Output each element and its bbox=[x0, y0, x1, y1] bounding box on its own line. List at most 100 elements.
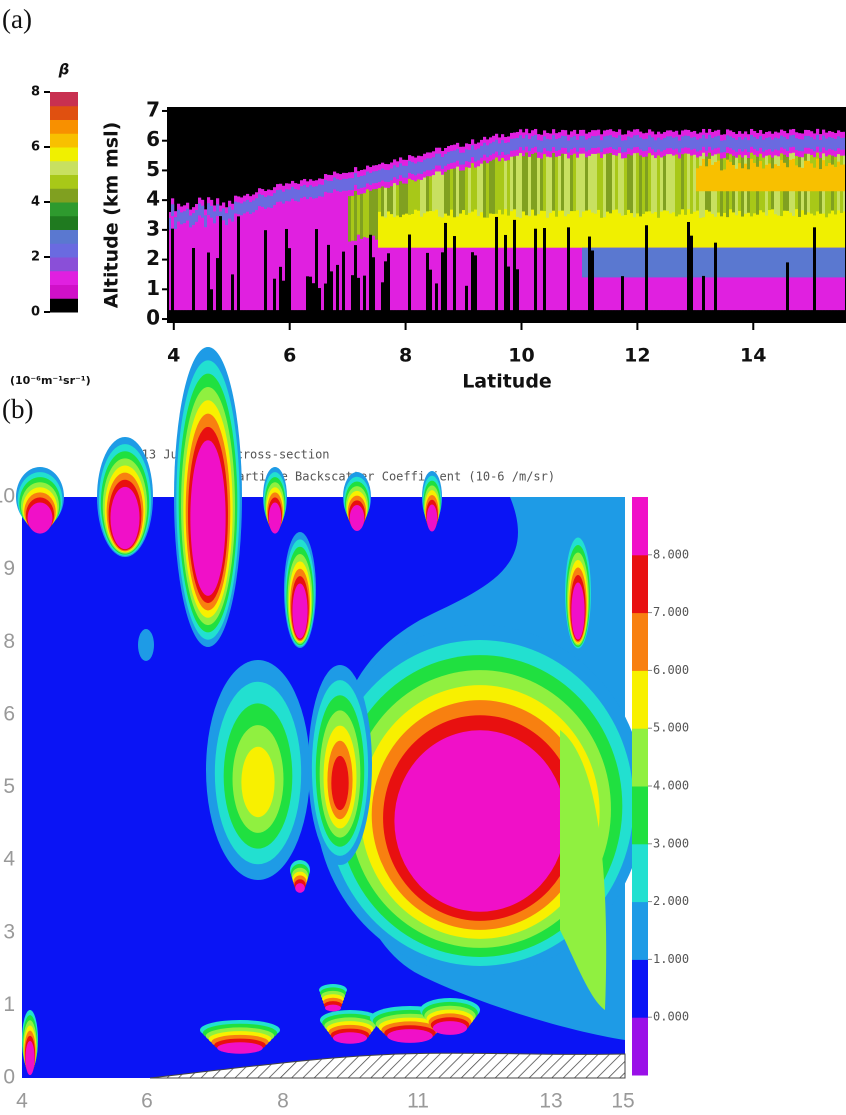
contour-region bbox=[268, 502, 282, 534]
y-tick-label: 5 bbox=[146, 157, 160, 181]
heat-cell bbox=[717, 160, 721, 192]
y-tick-label: 5 bbox=[3, 775, 15, 798]
y-tick-label: 4 bbox=[146, 187, 160, 211]
heat-cell bbox=[444, 153, 448, 166]
heat-cell bbox=[468, 167, 472, 240]
heat-cell bbox=[780, 216, 784, 248]
heat-cell bbox=[219, 216, 223, 314]
heat-cell bbox=[792, 247, 796, 278]
heat-cell bbox=[714, 242, 718, 314]
heat-cell bbox=[285, 228, 289, 314]
heat-cell bbox=[720, 140, 724, 153]
heat-cell bbox=[528, 139, 532, 151]
heat-cell bbox=[702, 158, 706, 192]
heat-cell bbox=[567, 158, 571, 241]
heat-cell bbox=[699, 247, 703, 278]
heat-cell bbox=[681, 209, 685, 248]
heat-cell bbox=[663, 210, 667, 248]
heat-cell bbox=[834, 138, 838, 151]
heat-cell bbox=[789, 212, 793, 248]
heat-cell bbox=[261, 189, 265, 311]
heat-cell bbox=[273, 187, 277, 311]
heat-cell bbox=[804, 160, 808, 192]
heat-cell bbox=[789, 153, 793, 239]
heat-cell bbox=[588, 209, 592, 248]
heat-cell bbox=[714, 216, 718, 248]
heat-cell bbox=[483, 160, 487, 234]
heat-cell bbox=[738, 154, 742, 241]
heat-cell bbox=[462, 210, 466, 248]
heat-cell bbox=[372, 257, 376, 314]
heat-cell bbox=[555, 216, 559, 248]
heat-cell bbox=[792, 152, 796, 240]
contour-region bbox=[349, 505, 365, 531]
heat-cell bbox=[489, 143, 493, 156]
heat-cell bbox=[330, 271, 334, 314]
heat-cell bbox=[393, 217, 397, 248]
heat-cell bbox=[618, 247, 622, 278]
heat-cell bbox=[735, 168, 739, 192]
heat-cell bbox=[342, 172, 346, 311]
heat-cell bbox=[489, 213, 493, 248]
heat-cell bbox=[762, 247, 766, 278]
heat-cell bbox=[354, 173, 358, 185]
heat-cell bbox=[609, 153, 613, 231]
plot-frame bbox=[167, 107, 846, 323]
heat-cell bbox=[246, 193, 250, 311]
heat-cell bbox=[621, 276, 625, 314]
colorbar-tick-label: 2 bbox=[31, 250, 40, 265]
heat-cell bbox=[804, 214, 808, 248]
colorbar-tick-label: 7.000 bbox=[653, 605, 689, 619]
heat-cell bbox=[759, 135, 763, 148]
heat-cell bbox=[240, 203, 244, 216]
heat-cell bbox=[375, 188, 379, 240]
heat-cell bbox=[432, 211, 436, 248]
heat-cell bbox=[534, 228, 538, 314]
heat-cell bbox=[840, 137, 844, 150]
heat-cell bbox=[702, 134, 706, 147]
heat-cell bbox=[237, 216, 241, 314]
heat-cell bbox=[801, 210, 805, 248]
colorbar-swatch bbox=[50, 174, 78, 189]
heat-cell bbox=[174, 211, 178, 311]
x-tick-label: 14 bbox=[740, 345, 766, 367]
heat-cell bbox=[681, 247, 685, 278]
contour-region bbox=[387, 1029, 433, 1043]
heat-cell bbox=[798, 216, 802, 248]
heat-cell bbox=[609, 247, 613, 278]
heat-cell bbox=[750, 158, 754, 192]
heat-cell bbox=[396, 167, 400, 180]
heat-cell bbox=[723, 158, 727, 237]
colorbar-swatch bbox=[50, 215, 78, 230]
heat-cell bbox=[447, 169, 451, 231]
heat-cell bbox=[741, 216, 745, 248]
heat-cell bbox=[717, 135, 721, 148]
heat-cell bbox=[843, 247, 846, 278]
heat-cell bbox=[585, 210, 589, 248]
heat-cell bbox=[270, 196, 274, 208]
heat-cell bbox=[747, 247, 751, 278]
heat-cell bbox=[597, 209, 601, 248]
heat-cell bbox=[765, 215, 769, 248]
heat-cell bbox=[480, 212, 484, 248]
heat-cell bbox=[756, 156, 760, 237]
heat-cell bbox=[612, 210, 616, 248]
heat-cell bbox=[222, 202, 226, 311]
heat-cell bbox=[753, 162, 757, 192]
heat-cell bbox=[318, 178, 322, 311]
heat-cell bbox=[738, 247, 742, 278]
heat-cell bbox=[348, 178, 352, 191]
heat-cell bbox=[423, 213, 427, 248]
heat-cell bbox=[711, 155, 715, 242]
heat-cell bbox=[549, 157, 553, 237]
heat-cell bbox=[648, 135, 652, 148]
heat-cell bbox=[669, 154, 673, 242]
heat-cell bbox=[291, 186, 295, 199]
heat-cell bbox=[837, 136, 841, 149]
heat-cell bbox=[567, 140, 571, 153]
heat-cell bbox=[351, 275, 355, 314]
heat-cell bbox=[732, 137, 736, 150]
heat-cell bbox=[588, 138, 592, 150]
heat-cell bbox=[525, 134, 529, 147]
heat-cell bbox=[735, 157, 739, 236]
